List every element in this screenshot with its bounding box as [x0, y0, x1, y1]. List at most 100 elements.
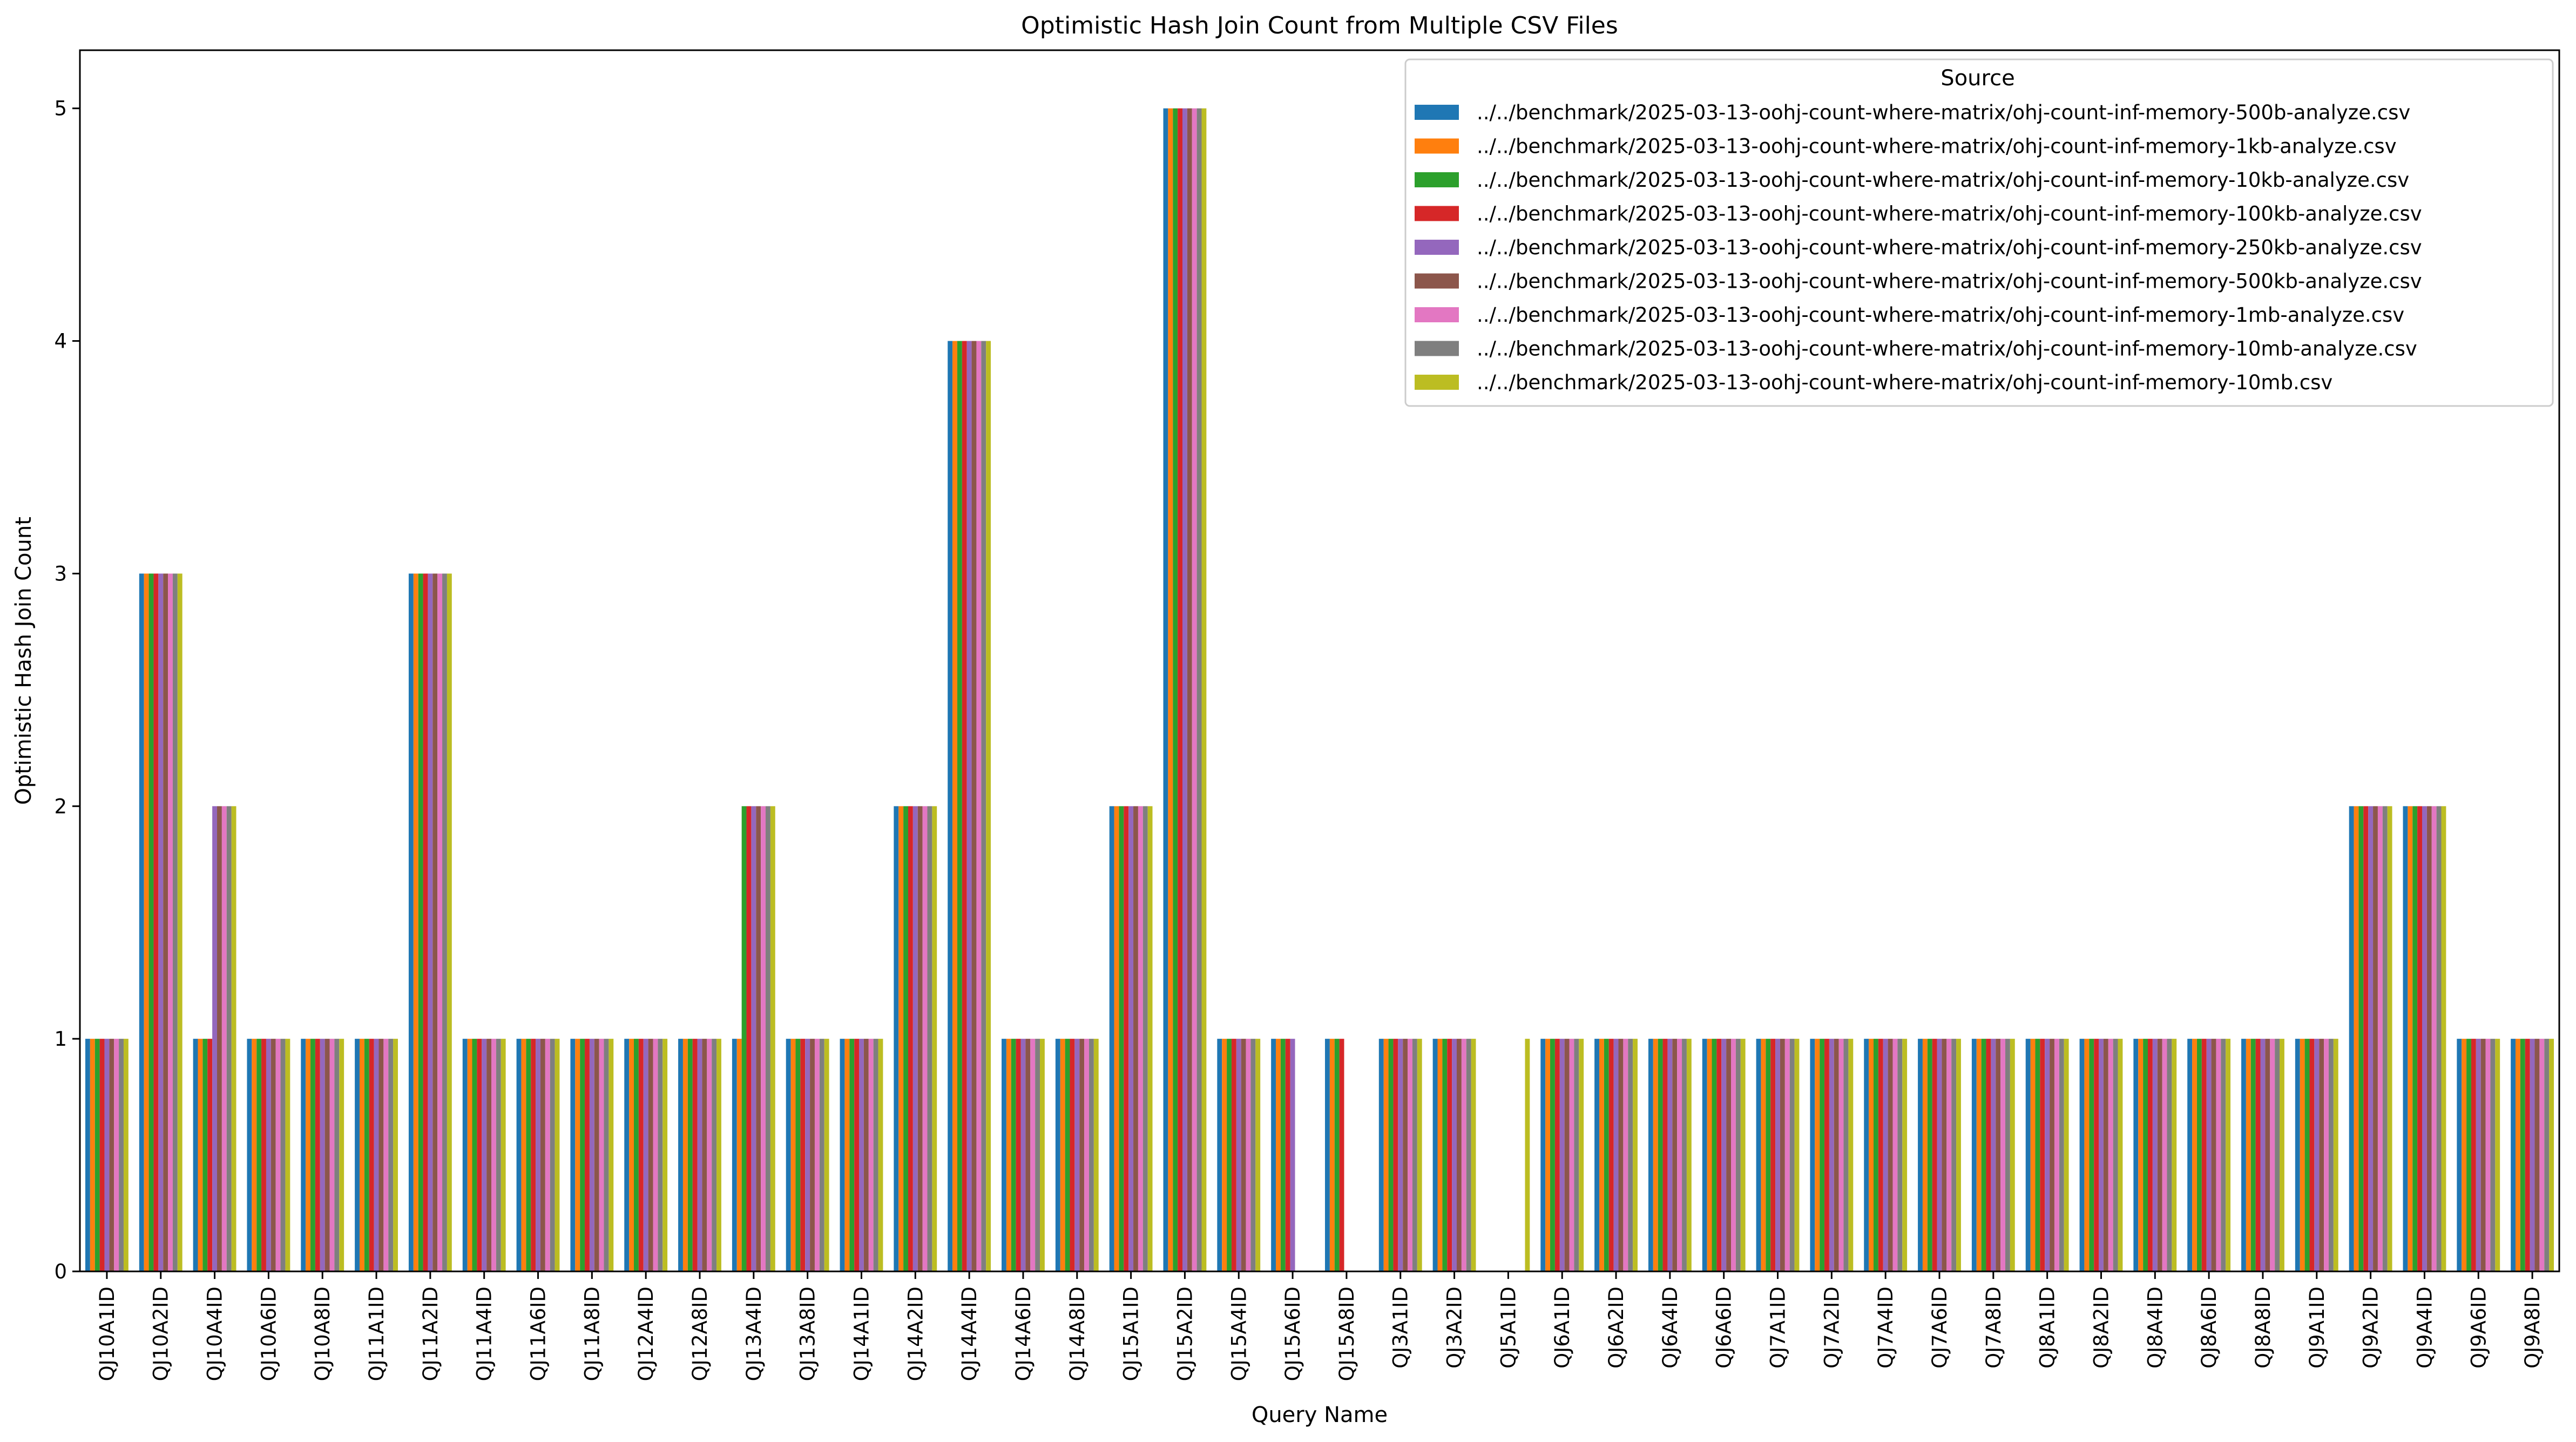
- bar: [252, 1039, 257, 1271]
- bar: [1735, 1039, 1741, 1271]
- bar: [2480, 1039, 2486, 1271]
- bar: [1897, 1039, 1903, 1271]
- bar: [790, 1039, 796, 1271]
- bar: [1236, 1039, 1241, 1271]
- bar: [1088, 1039, 1094, 1271]
- legend-swatch: [1415, 307, 1459, 322]
- bar: [2221, 1039, 2226, 1271]
- bar: [177, 573, 182, 1271]
- bar: [2549, 1039, 2554, 1271]
- bar: [1201, 108, 1207, 1272]
- x-tick-label: QJ11A1ID: [365, 1287, 388, 1381]
- bar: [301, 1039, 306, 1271]
- bar: [736, 1039, 742, 1271]
- bar: [604, 1039, 609, 1271]
- bar: [310, 1039, 315, 1271]
- bar: [629, 1039, 634, 1271]
- bar: [716, 1039, 721, 1271]
- bar: [1452, 1039, 1457, 1271]
- bar: [1192, 108, 1197, 1272]
- bar: [2241, 1039, 2246, 1271]
- legend-swatch: [1415, 172, 1459, 187]
- legend-swatch: [1415, 240, 1459, 255]
- bar: [1996, 1039, 2001, 1271]
- legend-label: ../../benchmark/2025-03-13-oohj-count-wh…: [1477, 236, 2422, 259]
- bar: [226, 806, 232, 1271]
- bar: [2516, 1039, 2520, 1271]
- bar: [437, 573, 443, 1271]
- bar: [2265, 1039, 2270, 1271]
- bar: [2167, 1039, 2172, 1271]
- bar: [712, 1039, 717, 1271]
- bar: [1217, 1039, 1222, 1271]
- legend-title: Source: [1941, 66, 2014, 91]
- bar: [207, 1039, 213, 1271]
- bar: [1731, 1039, 1736, 1271]
- bar: [2005, 1039, 2010, 1271]
- bar: [193, 1039, 198, 1271]
- bar: [1163, 108, 1168, 1272]
- bar: [1574, 1039, 1579, 1271]
- x-tick-label: QJ15A4ID: [1227, 1287, 1250, 1381]
- bar: [1766, 1039, 1771, 1271]
- bar: [1055, 1039, 1060, 1271]
- bar: [580, 1039, 585, 1271]
- bar: [1829, 1039, 1834, 1271]
- bar: [1579, 1039, 1584, 1271]
- x-tick-label: QJ15A6ID: [1281, 1287, 1304, 1381]
- bar: [271, 1039, 276, 1271]
- x-tick-label: QJ7A8ID: [1982, 1287, 2005, 1369]
- bar: [770, 806, 775, 1271]
- bar: [898, 806, 904, 1271]
- bar: [608, 1039, 614, 1271]
- bar: [2187, 1039, 2193, 1271]
- bar: [1393, 1039, 1398, 1271]
- bar: [868, 1039, 874, 1271]
- bar: [1124, 806, 1129, 1271]
- bar: [324, 1039, 330, 1271]
- bar: [531, 1039, 536, 1271]
- bar: [1956, 1039, 1961, 1271]
- bar: [1761, 1039, 1766, 1271]
- bar: [962, 341, 967, 1271]
- bar: [148, 573, 154, 1271]
- x-tick-label: QJ6A1ID: [1551, 1287, 1574, 1369]
- bar: [1227, 1039, 1232, 1271]
- legend-label: ../../benchmark/2025-03-13-oohj-count-wh…: [1477, 135, 2397, 158]
- bar: [702, 1039, 707, 1271]
- bar: [1173, 108, 1178, 1272]
- bar: [261, 1039, 266, 1271]
- bar: [2426, 806, 2432, 1271]
- x-tick-label: QJ14A4ID: [958, 1287, 981, 1381]
- bar: [550, 1039, 555, 1271]
- bar: [2368, 806, 2374, 1271]
- bar: [873, 1039, 878, 1271]
- bar: [2476, 1039, 2481, 1271]
- bar: [2412, 806, 2418, 1271]
- bar: [687, 1039, 693, 1271]
- x-tick-label: QJ7A1ID: [1767, 1287, 1790, 1369]
- bar: [1623, 1039, 1628, 1271]
- bar: [90, 1039, 95, 1271]
- legend-label: ../../benchmark/2025-03-13-oohj-count-wh…: [1477, 101, 2410, 124]
- bar: [1628, 1039, 1633, 1271]
- bar: [1937, 1039, 1942, 1271]
- x-tick-label: QJ13A8ID: [796, 1287, 820, 1381]
- bar: [658, 1039, 663, 1271]
- bar: [599, 1039, 604, 1271]
- x-tick-label: QJ14A2ID: [904, 1287, 927, 1381]
- bar: [1196, 108, 1202, 1272]
- bar: [462, 1039, 468, 1271]
- bar: [2462, 1039, 2467, 1271]
- legend: Source ../../benchmark/2025-03-13-oohj-c…: [1404, 58, 2554, 407]
- x-tick-label: QJ15A2ID: [1173, 1287, 1196, 1381]
- bar: [756, 806, 761, 1271]
- bar: [1388, 1039, 1394, 1271]
- x-tick-label: QJ15A8ID: [1335, 1287, 1358, 1381]
- bar: [1986, 1039, 1991, 1271]
- bar: [1618, 1039, 1624, 1271]
- bar: [1815, 1039, 1820, 1271]
- bar: [418, 573, 423, 1271]
- bar: [1417, 1039, 1422, 1271]
